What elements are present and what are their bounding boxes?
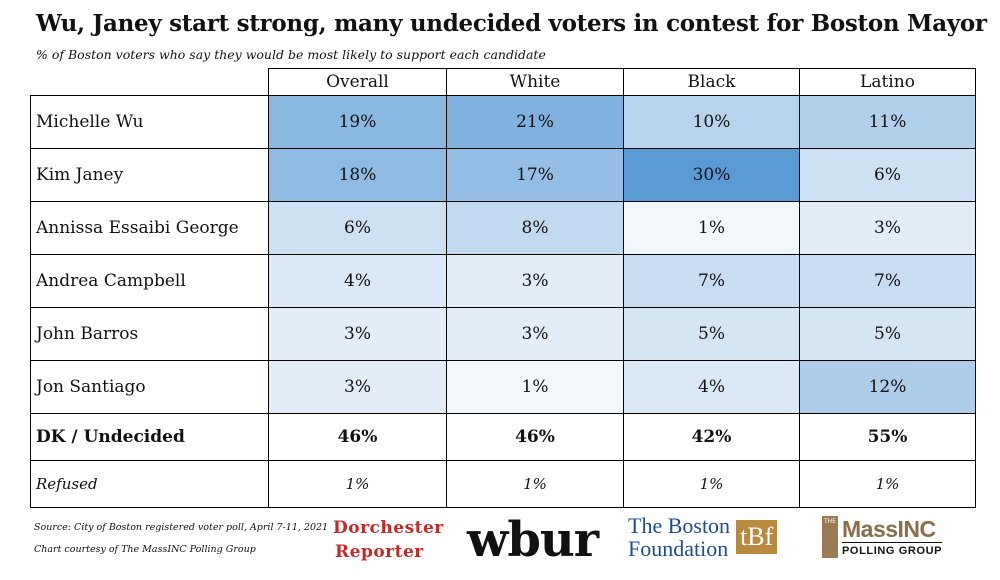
row-label: John Barros bbox=[30, 307, 269, 361]
dorchester-logo-line2: Reporter bbox=[335, 542, 424, 562]
value-cell: 7% bbox=[799, 254, 976, 308]
value-cell: 30% bbox=[623, 148, 800, 202]
value-cell: 3% bbox=[446, 307, 624, 361]
value-cell: 19% bbox=[268, 95, 447, 149]
value-cell: 4% bbox=[268, 254, 447, 308]
row-label: Jon Santiago bbox=[30, 360, 269, 414]
massinc-bar: THE bbox=[822, 516, 838, 558]
table-row: Kim Janey 18% 17% 30% 6% bbox=[30, 148, 976, 202]
value-cell: 1% bbox=[799, 460, 976, 508]
value-cell: 18% bbox=[268, 148, 447, 202]
table-row: Andrea Campbell 4% 3% 7% 7% bbox=[30, 254, 976, 308]
value-cell: 6% bbox=[799, 148, 976, 202]
results-table: Overall White Black Latino Michelle Wu 19… bbox=[30, 68, 976, 508]
boston-foundation-wordmark: The Boston Foundation bbox=[628, 514, 730, 560]
wbur-logo: wbur bbox=[467, 512, 599, 568]
tbf-line1: The Boston bbox=[628, 513, 731, 538]
table-row: John Barros 3% 3% 5% 5% bbox=[30, 307, 976, 361]
value-cell: 21% bbox=[446, 95, 624, 149]
table-row: Michelle Wu 19% 21% 10% 11% bbox=[30, 95, 976, 149]
value-cell: 4% bbox=[623, 360, 800, 414]
footer-notes: Source: City of Boston registered voter … bbox=[34, 517, 328, 561]
value-cell: 1% bbox=[268, 460, 447, 508]
massinc-sub: POLLING GROUP bbox=[842, 542, 943, 558]
row-label: Andrea Campbell bbox=[30, 254, 269, 308]
value-cell: 12% bbox=[799, 360, 976, 414]
row-label: Refused bbox=[30, 460, 269, 508]
table-row: Annissa Essaibi George 6% 8% 1% 3% bbox=[30, 201, 976, 255]
value-cell: 10% bbox=[623, 95, 800, 149]
table-row: Jon Santiago 3% 1% 4% 12% bbox=[30, 360, 976, 414]
table-row: Refused 1% 1% 1% 1% bbox=[30, 460, 976, 508]
value-cell: 1% bbox=[623, 460, 800, 508]
value-cell: 7% bbox=[623, 254, 800, 308]
value-cell: 5% bbox=[623, 307, 800, 361]
value-cell: 3% bbox=[268, 307, 447, 361]
value-cell: 46% bbox=[446, 413, 624, 461]
dorchester-logo-line1: Dorchester bbox=[333, 518, 444, 538]
massinc-name: MassINC bbox=[842, 516, 936, 542]
value-cell: 11% bbox=[799, 95, 976, 149]
column-header: Latino bbox=[799, 68, 976, 96]
value-cell: 3% bbox=[446, 254, 624, 308]
value-cell: 3% bbox=[799, 201, 976, 255]
row-label: Annissa Essaibi George bbox=[30, 201, 269, 255]
value-cell: 46% bbox=[268, 413, 447, 461]
chart-subtitle: % of Boston voters who say they would be… bbox=[36, 47, 546, 62]
value-cell: 17% bbox=[446, 148, 624, 202]
row-label: Kim Janey bbox=[30, 148, 269, 202]
value-cell: 8% bbox=[446, 201, 624, 255]
source-note: Source: City of Boston registered voter … bbox=[34, 522, 329, 533]
value-cell: 5% bbox=[799, 307, 976, 361]
header-corner bbox=[30, 68, 269, 96]
table-row: DK / Undecided 46% 46% 42% 55% bbox=[30, 413, 976, 461]
value-cell: 55% bbox=[799, 413, 976, 461]
column-header: Black bbox=[623, 68, 800, 96]
column-header: White bbox=[446, 68, 624, 96]
dorchester-reporter-logo: Dorchester Reporter bbox=[333, 516, 444, 564]
column-header: Overall bbox=[268, 68, 447, 96]
tbf-mark: tBf bbox=[736, 520, 778, 554]
value-cell: 1% bbox=[446, 460, 624, 508]
header-row: Overall White Black Latino bbox=[30, 68, 976, 96]
value-cell: 1% bbox=[623, 201, 800, 255]
value-cell: 42% bbox=[623, 413, 800, 461]
row-label: DK / Undecided bbox=[30, 413, 269, 461]
value-cell: 3% bbox=[268, 360, 447, 414]
massinc-logo: THE MassINC POLLING GROUP bbox=[822, 516, 943, 558]
massinc-wordmark: MassINC POLLING GROUP bbox=[842, 516, 943, 558]
boston-foundation-logo: The Boston Foundation tBf bbox=[628, 514, 778, 560]
value-cell: 6% bbox=[268, 201, 447, 255]
chart-title: Wu, Janey start strong, many undecided v… bbox=[36, 10, 987, 37]
tbf-line2: Foundation bbox=[628, 536, 729, 561]
courtesy-note: Chart courtesy of The MassINC Polling Gr… bbox=[34, 544, 256, 555]
table-body: Michelle Wu 19% 21% 10% 11% Kim Janey 18% 17% 30… bbox=[30, 95, 976, 508]
value-cell: 1% bbox=[446, 360, 624, 414]
row-label: Michelle Wu bbox=[30, 95, 269, 149]
